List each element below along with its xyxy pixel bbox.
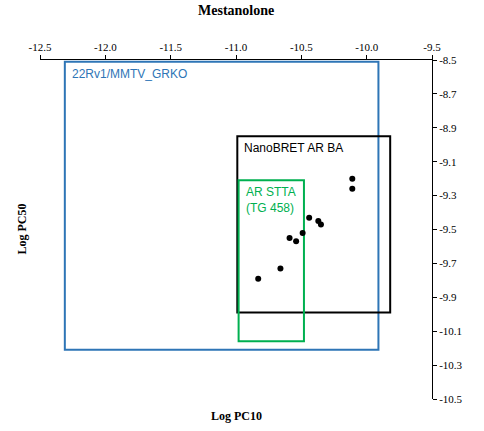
svg-text:-9.5: -9.5 (423, 41, 441, 53)
svg-text:Log PC50: Log PC50 (15, 204, 29, 255)
svg-text:-11.5: -11.5 (159, 41, 182, 53)
svg-text:-11.0: -11.0 (225, 41, 248, 53)
svg-text:-12.0: -12.0 (94, 41, 117, 53)
svg-text:-8.9: -8.9 (439, 122, 457, 134)
svg-text:-9.9: -9.9 (439, 291, 457, 303)
svg-text:AR STTA(TG 458): AR STTA(TG 458) (246, 185, 296, 215)
svg-text:-8.5: -8.5 (439, 54, 457, 66)
svg-text:-10.5: -10.5 (290, 41, 313, 53)
svg-text:-10.1: -10.1 (439, 325, 462, 337)
svg-text:-8.7: -8.7 (439, 88, 457, 100)
svg-text:-9.1: -9.1 (439, 156, 456, 168)
svg-text:Log PC10: Log PC10 (211, 409, 262, 423)
svg-text:Mestanolone: Mestanolone (198, 3, 274, 18)
svg-text:22Rv1/MMTV_GRKO: 22Rv1/MMTV_GRKO (72, 67, 187, 81)
svg-text:NanoBRET AR BA: NanoBRET AR BA (244, 141, 343, 155)
svg-text:-10.5: -10.5 (439, 393, 462, 405)
svg-text:-12.5: -12.5 (29, 41, 52, 53)
svg-text:-9.3: -9.3 (439, 189, 457, 201)
svg-text:-9.7: -9.7 (439, 257, 457, 269)
svg-text:-10.3: -10.3 (439, 359, 462, 371)
svg-text:-9.5: -9.5 (439, 223, 457, 235)
svg-text:-10.0: -10.0 (355, 41, 378, 53)
